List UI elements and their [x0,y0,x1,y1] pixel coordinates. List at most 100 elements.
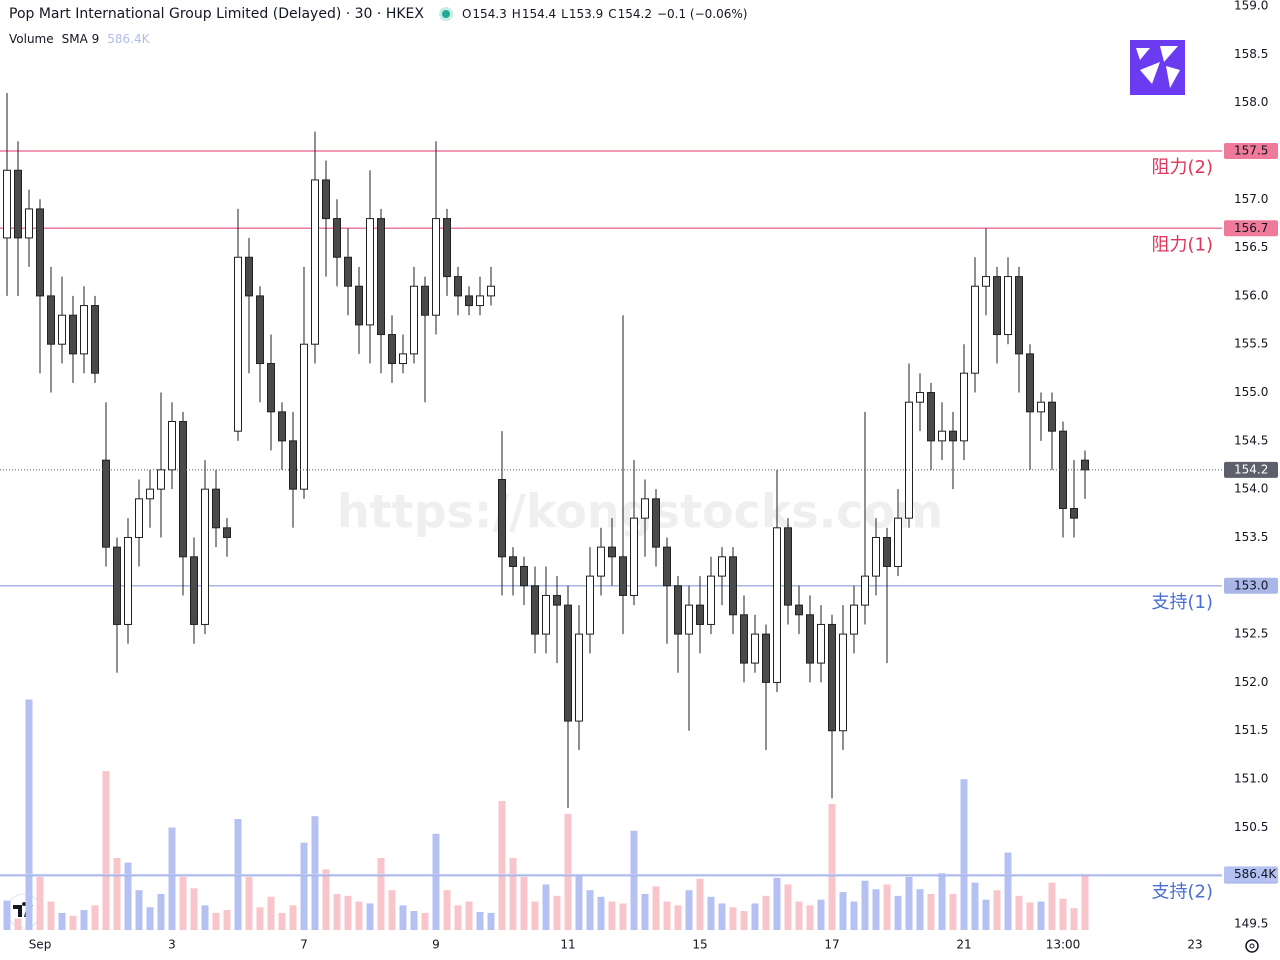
volume-bar [465,901,473,930]
volume-bar [102,771,110,930]
volume-bar [14,918,22,930]
level-tag-label: 153.0 [1234,578,1268,592]
volume-bar [201,905,209,930]
volume-bar [421,912,429,930]
volume-bar [564,813,572,930]
volume-bar [146,907,154,930]
candle-body [1070,507,1078,519]
settings-icon[interactable] [1245,939,1259,953]
volume-bar [454,905,462,930]
candle-body [179,421,187,558]
candle-body [410,285,418,355]
candle-body [311,179,319,345]
label: H [511,7,521,21]
candle-body [993,276,1001,336]
candle-body [938,430,946,442]
level-tag [1224,220,1278,237]
candle-body [1048,401,1056,432]
volume-bar [707,896,715,930]
volume-bar [586,890,594,930]
candle-body [124,536,132,625]
candle-body [1015,276,1023,355]
label: O [461,7,472,21]
candle-body [256,295,264,365]
candle-body [575,633,583,722]
volume-bar [168,827,176,930]
y-tick-label: 158.5 [1234,47,1268,61]
volume-bar [509,857,517,930]
x-tick-label: 17 [824,938,839,952]
level-tag-label: 156.7 [1234,221,1268,235]
volume-bar [245,876,253,930]
candle-body [674,585,682,635]
candle-body [839,633,847,732]
y-tick-label: 156.5 [1234,240,1268,254]
candle-body [806,614,814,664]
volume-bar [674,905,682,930]
volume-sma: SMA 9 [61,32,100,46]
y-tick-label: 154.0 [1234,482,1268,496]
candle-body [344,256,352,287]
candle-body [245,256,253,297]
volume-bar [883,884,891,930]
gear-hole [1249,943,1255,949]
volume-bar [1026,902,1034,930]
candle-body [399,353,407,365]
volume-bar [377,857,385,930]
x-tick-label: 7 [300,938,308,952]
candle-body [685,604,693,635]
volume-bar [190,888,198,930]
candle-body [773,527,781,683]
volume-bar [36,876,44,930]
volume-bar [685,890,693,930]
volume-bar [487,912,495,930]
candle-body [630,517,638,596]
volume-bar [927,893,935,930]
volume-bar [443,890,451,930]
volume-bar [3,900,11,930]
candle-body [498,478,506,558]
value: 154.4 [521,7,557,21]
value: 154.2 [617,7,652,21]
volume-bar [1037,901,1045,930]
volume-bar [135,890,143,930]
candle-body [1026,353,1034,413]
y-tick-label: 156.0 [1234,288,1268,302]
candle-body [58,314,66,345]
tv-logo[interactable] [6,893,42,929]
candle-body [740,614,748,664]
volume-bar [157,893,165,930]
volume-bar [740,911,748,930]
volume-bar [960,779,968,930]
last-price-tag [1224,461,1278,478]
volume-tag [1224,866,1278,883]
volume-bar [212,912,220,930]
candle-body [894,517,902,567]
y-tick-label: 154.5 [1234,433,1268,447]
candle-body [278,411,286,442]
level-label: 阻力(1) [1152,234,1214,255]
volume-bar [300,842,308,930]
x-tick-label: 11 [560,938,575,952]
volume-bar [1004,852,1012,930]
candle-body [25,208,33,239]
candle-body [586,575,594,635]
volume-bar [476,911,484,930]
volume-bar [663,901,671,930]
volume-bar [641,893,649,930]
candle-body [564,604,572,722]
volume-bar [894,895,902,930]
candle-body [300,343,308,490]
candle-body [971,285,979,374]
candle-body [652,498,660,548]
volume-bar [630,830,638,930]
volume-bar [432,833,440,930]
volume-bar [322,869,330,930]
candle-body [707,575,715,625]
volume-bar [916,889,924,930]
candle-body [520,565,528,587]
volume-bar [553,895,561,930]
candle-body [102,459,110,548]
level-label: 支持(1) [1152,592,1214,613]
level-tag [1224,577,1278,594]
